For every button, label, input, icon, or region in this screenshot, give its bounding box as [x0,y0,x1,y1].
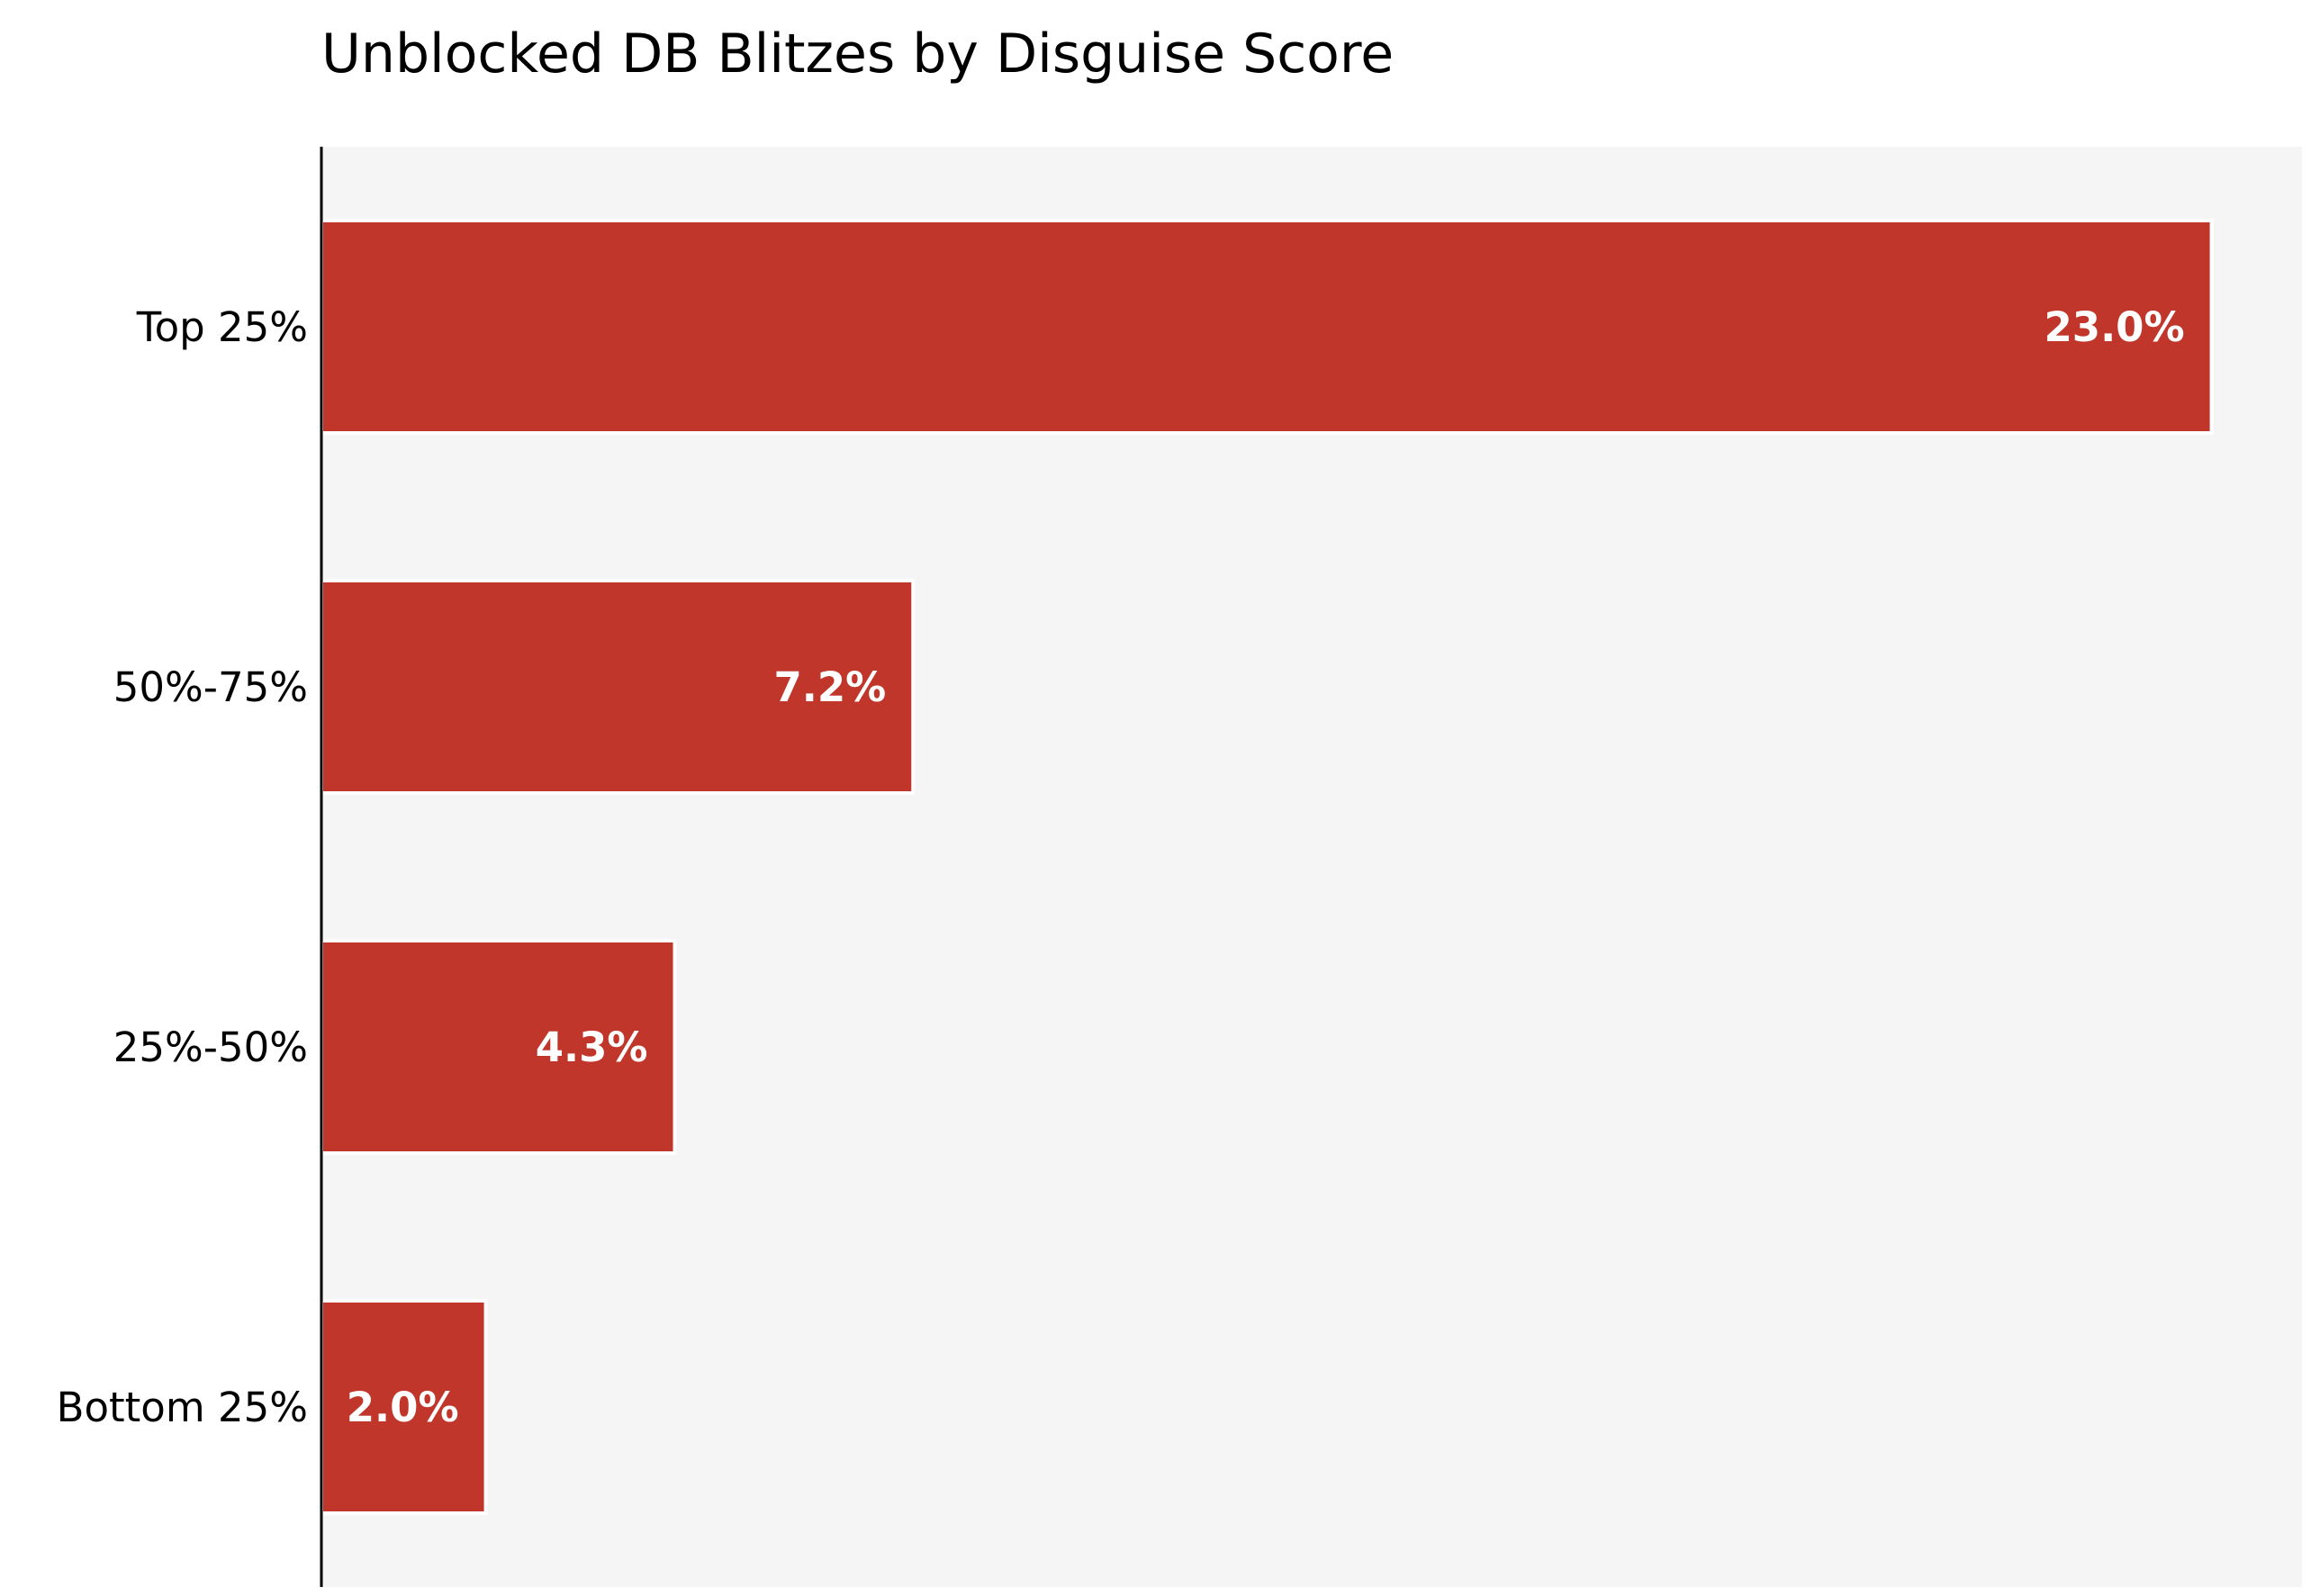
tick-labels-layer: Top 25% 50%-75% 25%-50% Bottom 25% [57,303,308,1431]
bar [320,939,677,1155]
y-tick-label: Bottom 25% [57,1384,308,1431]
bar [320,1299,488,1515]
bar-value-label: 2.0% [347,1384,459,1431]
bars-layer: 23.0% 7.2% 4.3% 2.0% [320,219,2214,1515]
chart-title: Unblocked DB Blitzes by Disguise Score [321,23,1394,86]
y-tick-label: 50%-75% [113,663,308,711]
bar-value-label: 4.3% [536,1023,648,1071]
bar [320,219,2214,435]
bar-value-label: 7.2% [773,663,886,711]
bar-value-label: 23.0% [2044,303,2184,351]
y-tick-label: 25%-50% [113,1023,308,1071]
y-tick-label: Top 25% [136,303,308,351]
